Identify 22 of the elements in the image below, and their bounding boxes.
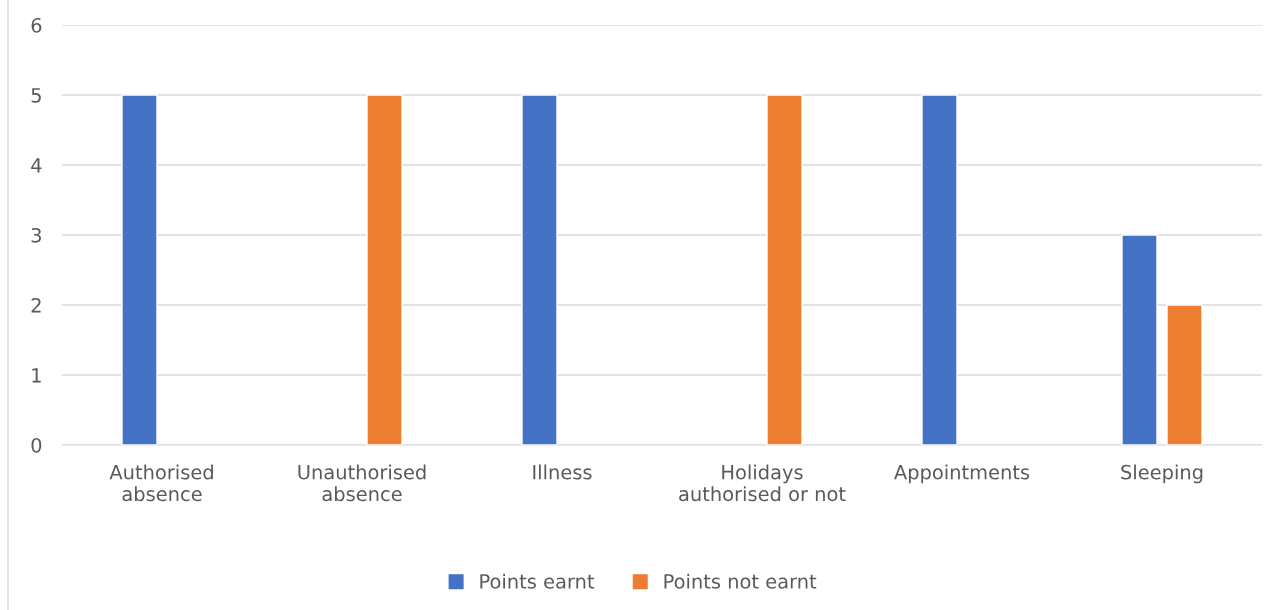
bar [521,94,558,445]
y-tick-label: 3 [31,227,41,243]
x-tick-label: Illness [533,464,592,480]
y-tick-label: 6 [31,17,42,33]
x-tick-label: Holidays authorised or not [679,464,846,502]
bar [1166,304,1203,445]
bar [766,94,803,445]
y-tick-label: 1 [32,368,41,383]
bar [1121,234,1158,445]
x-tick-label: Appointments [894,464,1030,484]
legend-label: Points earnt [480,573,595,589]
y-tick-label: 0 [31,437,42,453]
y-tick-label: 2 [31,297,41,313]
y-tick-label: 5 [31,88,41,103]
x-tick-label: Unauthorised absence [298,464,426,502]
bar [921,94,958,445]
x-tick-label: Authorised absence [109,464,213,502]
bar [366,94,403,445]
y-tick-label: 4 [31,158,42,173]
x-tick-label: Sleeping [1121,464,1203,484]
legend-label: Points not earnt [664,573,817,589]
bar [121,94,158,445]
